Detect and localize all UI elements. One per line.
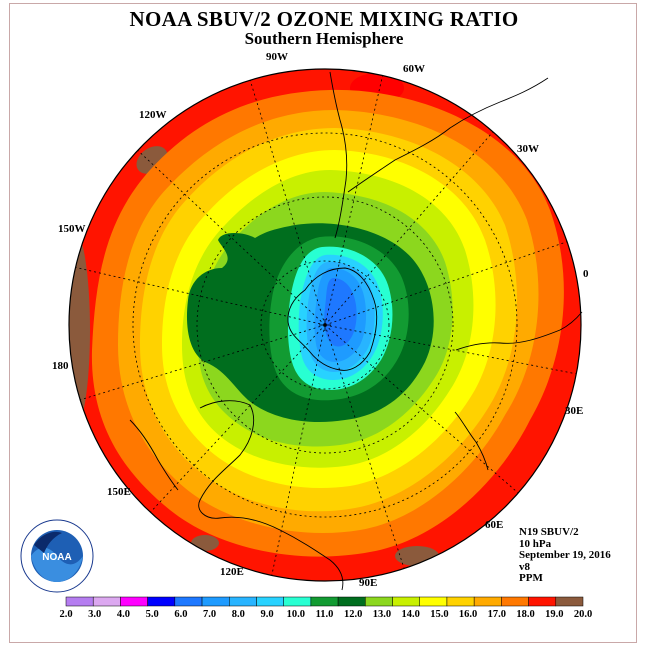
lon-label-150e: 150E — [107, 486, 131, 498]
colorbar-swatch — [337, 596, 366, 607]
colorbar-tick-label: 16.0 — [458, 609, 478, 620]
lon-label-180: 180 — [52, 360, 69, 372]
logo-bird — [34, 531, 62, 553]
colorbar-tick-label: 6.0 — [174, 609, 188, 620]
coastlines — [129, 71, 583, 591]
date-text: September 19, 2016 — [519, 549, 611, 561]
colorbar-tick-label: 17.0 — [487, 609, 507, 620]
colorbar-swatch — [365, 596, 393, 607]
colorbar-tick-label: 11.0 — [315, 609, 334, 620]
logo-text: NOAA — [42, 552, 71, 563]
latitude-circle — [132, 132, 518, 518]
colorbar-tick-label: 13.0 — [372, 609, 392, 620]
lon-label-60e: 60E — [485, 519, 504, 531]
lon-label-90e: 90E — [359, 577, 378, 589]
colorbar-swatch — [501, 596, 529, 607]
colorbar-swatch — [65, 596, 94, 607]
colorbar-tick-label: 20.0 — [573, 609, 593, 620]
colorbar-tick-label: 12.0 — [344, 609, 363, 620]
colorbar-swatch — [473, 596, 502, 607]
colorbar-tick-label: 7.0 — [203, 609, 217, 620]
colorbar-tick-label: 3.0 — [88, 609, 102, 620]
colorbar-tick-label: 9.0 — [260, 609, 274, 620]
latitude-circle — [260, 260, 390, 390]
product-info: N19 SBUV/2 10 hPa September 19, 2016 v8 … — [519, 526, 611, 585]
lon-label-30e: 30E — [565, 405, 584, 417]
lon-label-60w: 60W — [403, 63, 425, 75]
colorbar-tick-label: 14.0 — [401, 609, 420, 620]
contour-patch-brown — [69, 230, 90, 430]
colorbar-tick-label: 15.0 — [430, 609, 449, 620]
colorbar-swatch — [256, 596, 284, 607]
antarctic-peninsula-south-america — [329, 71, 348, 239]
lon-label-0: 0 — [583, 268, 589, 280]
lon-label-30w: 30W — [517, 143, 539, 155]
map-title: NOAA SBUV/2 OZONE MIXING RATIO — [129, 7, 519, 31]
colorbar-tick-label: 19.0 — [545, 609, 564, 620]
figure-frame — [9, 3, 637, 643]
colorbar-swatch — [201, 596, 230, 607]
units-text: PPM — [519, 572, 543, 584]
pressure-level-text: 10 hPa — [519, 537, 552, 550]
colorbar-swatch — [555, 596, 584, 607]
colorbar-tick-label: 10.0 — [286, 609, 305, 620]
madagascar — [454, 411, 489, 471]
logo-wave — [31, 547, 83, 582]
colorbar-swatch — [120, 596, 148, 607]
colorbar-tick-label: 18.0 — [516, 609, 535, 620]
colorbar-swatch — [174, 596, 203, 607]
colorbar-swatch — [147, 596, 176, 607]
colorbar-swatch — [446, 596, 475, 607]
colorbar-swatch — [310, 596, 339, 607]
colorbar-swatch — [229, 596, 257, 607]
lon-label-120e: 120E — [220, 566, 244, 578]
map-boundary — [68, 68, 582, 582]
contour-6 — [324, 278, 357, 347]
noaa-logo: NOAA — [20, 519, 94, 593]
australia-coast — [198, 400, 344, 591]
lon-label-150w: 150W — [58, 223, 86, 235]
antarctica-coast — [287, 267, 378, 371]
colorbar-tick-label: 5.0 — [145, 609, 159, 620]
south-america-coast — [347, 77, 549, 193]
graticule — [75, 75, 577, 576]
map-subtitle: Southern Hemisphere — [244, 29, 404, 48]
colorbar-tick-label: 2.0 — [59, 609, 73, 620]
colorbar-tick-label: 8.0 — [231, 609, 245, 620]
latitude-circle — [196, 196, 454, 454]
colorbar-tick-label: 4.0 — [116, 609, 130, 620]
lon-label-90w: 90W — [266, 51, 288, 63]
new-zealand — [129, 419, 179, 491]
colorbar-swatch — [419, 596, 448, 607]
colorbar-swatch — [392, 596, 420, 607]
instrument-text: N19 SBUV/2 — [519, 526, 579, 538]
lon-label-120w: 120W — [139, 109, 167, 121]
colorbar-swatch — [528, 596, 557, 607]
colorbar-swatch — [92, 596, 121, 607]
colorbar-swatch — [283, 596, 312, 607]
version-text: v8 — [519, 560, 530, 573]
africa-coast — [455, 311, 583, 351]
